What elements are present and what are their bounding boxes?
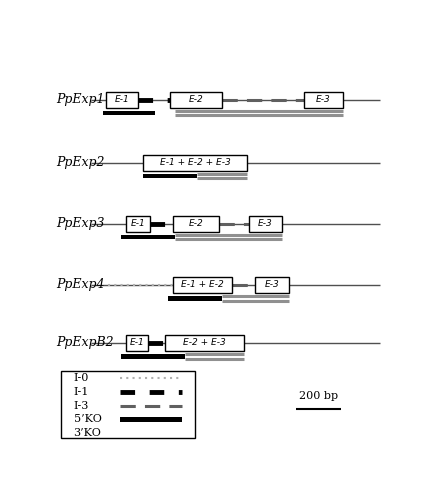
Text: E-2: E-2	[188, 95, 203, 104]
Text: E-3: E-3	[258, 219, 273, 228]
Bar	[106, 92, 138, 108]
Bar	[170, 92, 222, 108]
Bar	[120, 417, 182, 422]
Text: E-1: E-1	[131, 219, 145, 228]
Bar	[173, 277, 232, 293]
Bar	[143, 174, 197, 178]
Text: I-1: I-1	[74, 387, 89, 397]
Text: PpExp4: PpExp4	[56, 278, 104, 291]
Bar	[121, 354, 185, 359]
Text: I-0: I-0	[74, 373, 89, 383]
Text: PpExp3: PpExp3	[56, 217, 104, 230]
Bar	[143, 155, 247, 171]
Text: E-1: E-1	[115, 95, 129, 104]
Text: PpExp1: PpExp1	[56, 93, 104, 106]
Bar	[249, 216, 282, 232]
Text: 5’KO: 5’KO	[74, 414, 101, 425]
Bar	[165, 335, 244, 351]
Bar	[126, 335, 148, 351]
Bar	[121, 235, 175, 240]
Text: E-3: E-3	[316, 95, 331, 104]
Bar	[255, 277, 289, 293]
Text: E-1 + E-2 + E-3: E-1 + E-2 + E-3	[160, 158, 230, 167]
Bar	[304, 92, 343, 108]
Text: E-2: E-2	[188, 219, 203, 228]
Text: I-3: I-3	[74, 401, 89, 411]
Bar	[61, 371, 195, 437]
Text: E-1: E-1	[130, 338, 145, 347]
Text: 200 bp: 200 bp	[299, 390, 338, 401]
Bar	[173, 216, 219, 232]
Text: E-2 + E-3: E-2 + E-3	[183, 338, 226, 347]
Text: 3’KO: 3’KO	[74, 428, 101, 438]
Bar	[126, 216, 150, 232]
Bar	[103, 111, 155, 115]
Text: PpExp2: PpExp2	[56, 156, 104, 169]
Text: PpExpB2: PpExpB2	[56, 336, 113, 349]
Text: E-1 + E-2: E-1 + E-2	[181, 280, 224, 289]
Text: E-3: E-3	[265, 280, 280, 289]
Bar	[168, 296, 222, 301]
